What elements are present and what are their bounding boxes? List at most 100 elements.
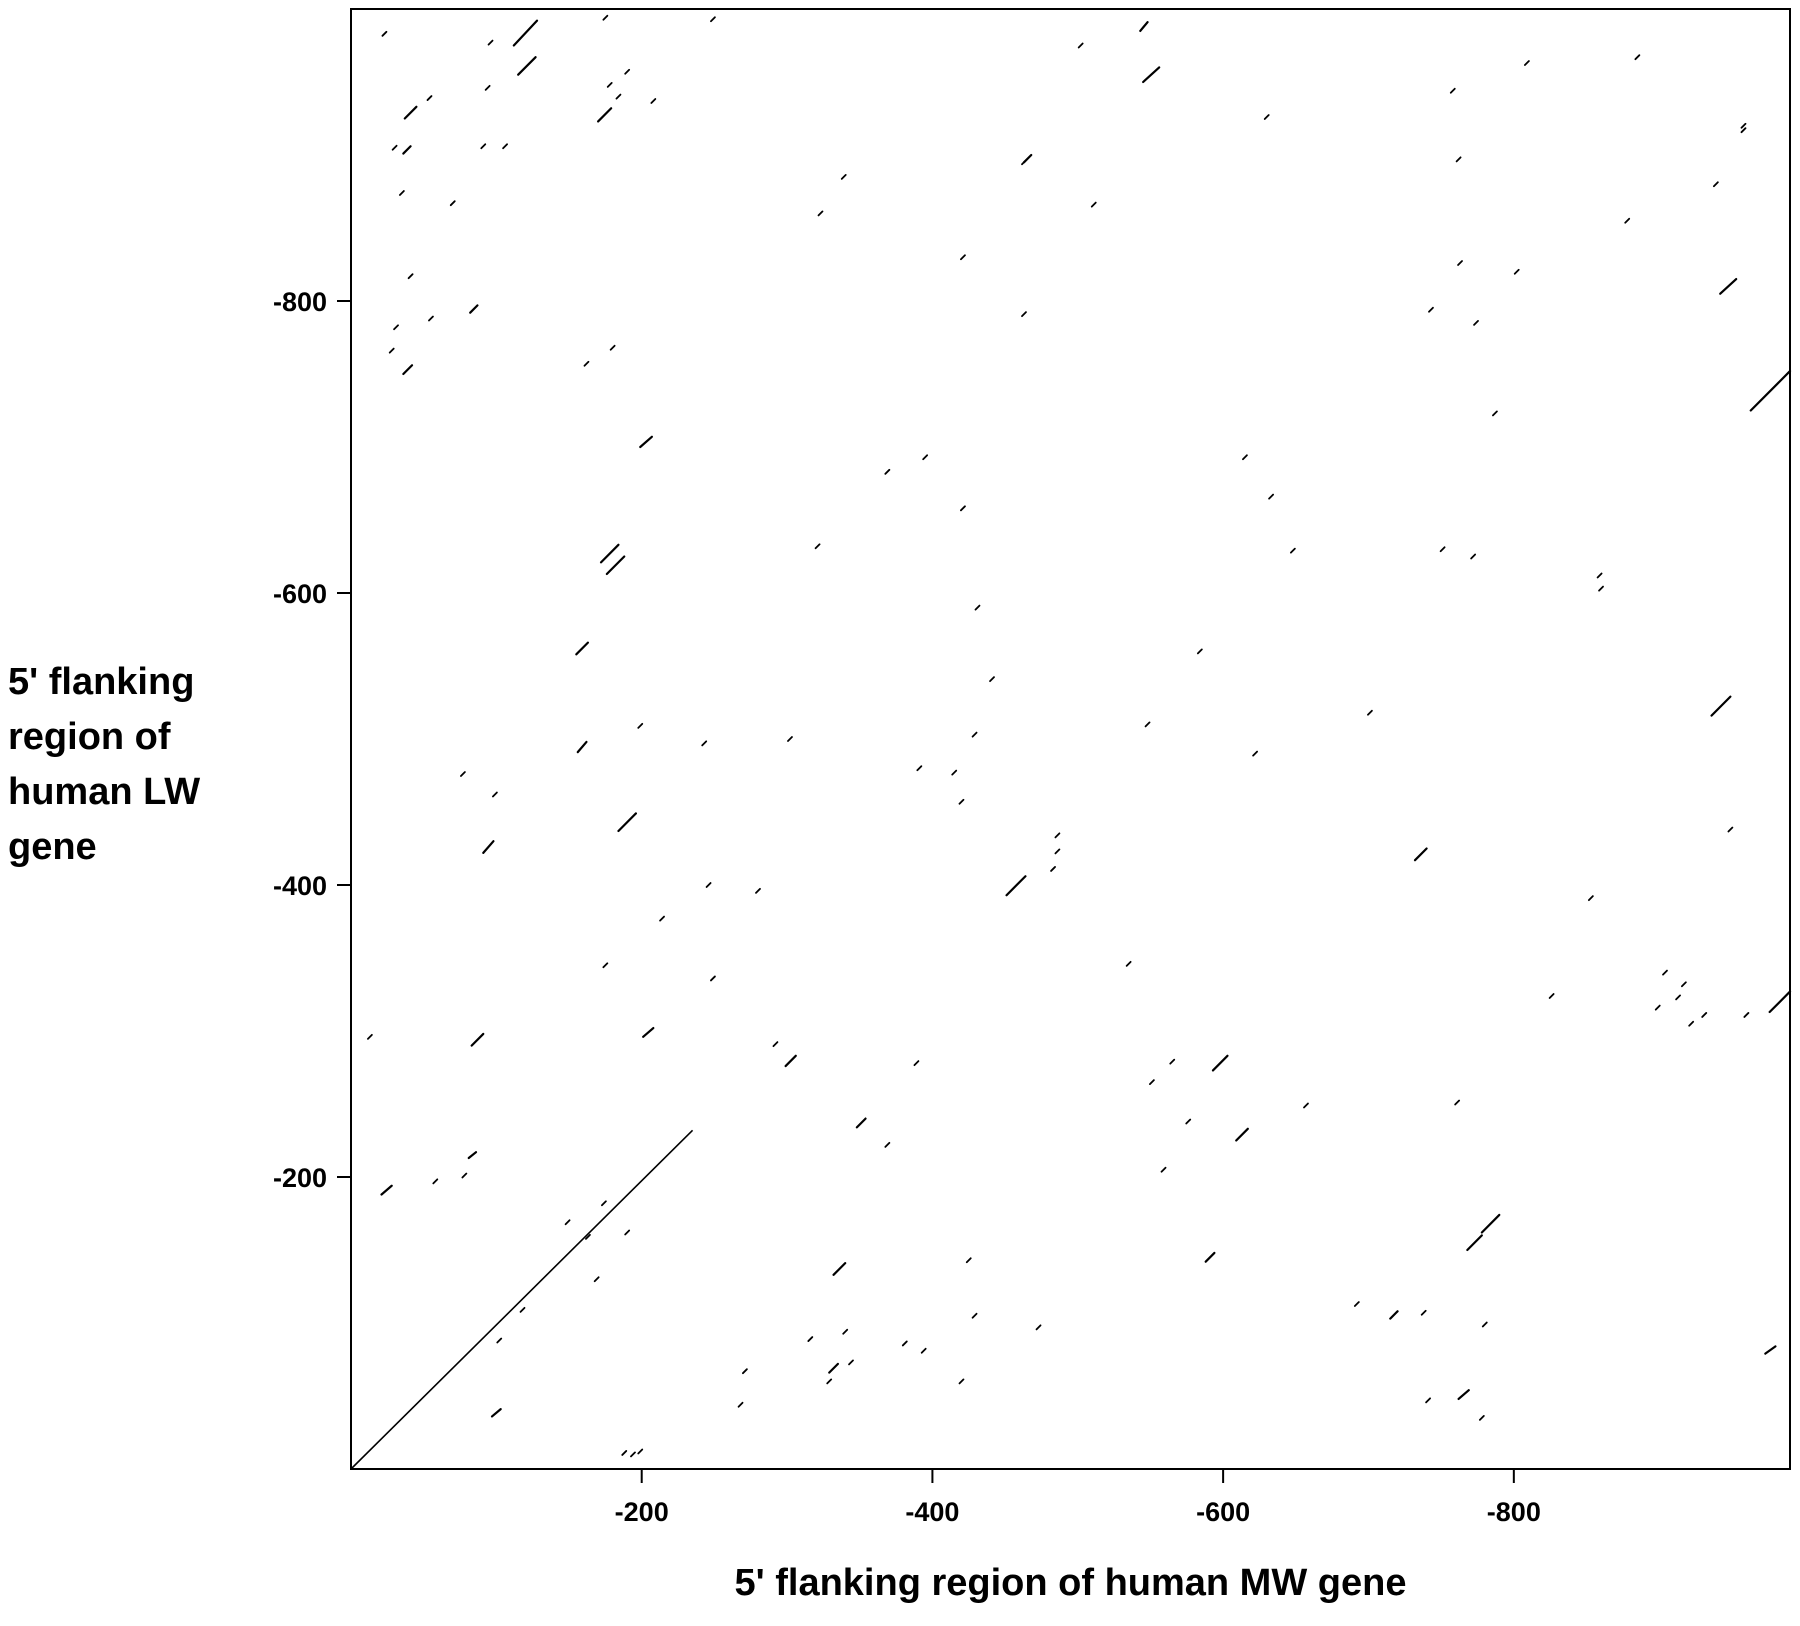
- match-dot: [1425, 1397, 1431, 1404]
- x-tick-label: -800: [1487, 1497, 1541, 1527]
- match-dot: [502, 143, 508, 150]
- match-dot: [496, 1337, 503, 1344]
- match-dot: [826, 1378, 833, 1385]
- match-dot: [742, 1368, 748, 1375]
- match-dot: [848, 1359, 854, 1366]
- match-dot: [1727, 826, 1734, 833]
- match-dot: [1160, 1166, 1167, 1173]
- match-dot: [659, 915, 665, 922]
- match-dot: [1449, 87, 1456, 94]
- match-dot: [901, 1340, 908, 1347]
- match-dot: [585, 1233, 591, 1240]
- match-dot: [650, 98, 657, 104]
- match-segment: [1749, 369, 1792, 412]
- match-dot: [602, 962, 609, 969]
- match-dot: [884, 1141, 891, 1148]
- match-dot: [971, 1312, 978, 1319]
- match-dot: [1470, 553, 1477, 560]
- match-segment: [380, 1184, 393, 1196]
- match-segment: [490, 1408, 502, 1418]
- match-dot: [1675, 994, 1681, 1001]
- match-dot: [913, 1060, 920, 1067]
- x-tick-label: -400: [905, 1497, 959, 1527]
- match-dot: [1492, 410, 1498, 417]
- match-dot: [449, 200, 456, 207]
- match-segment: [1768, 990, 1792, 1014]
- y-axis-label: 5' flanking region of human LW gene: [8, 655, 238, 875]
- match-dot: [705, 882, 712, 888]
- match-segment: [1457, 1389, 1470, 1401]
- match-segment: [402, 145, 412, 155]
- match-dot: [1680, 981, 1687, 988]
- match-segment: [402, 364, 414, 376]
- y-axis-label-line: gene: [8, 826, 97, 868]
- match-dot: [602, 14, 609, 21]
- match-dot: [432, 1178, 439, 1185]
- match-segment: [639, 435, 653, 449]
- match-segment: [517, 56, 537, 76]
- y-axis-label-line: 5' flanking: [8, 661, 195, 703]
- y-tick-label: -600: [273, 579, 327, 609]
- match-dot: [1587, 895, 1594, 902]
- match-dot: [1513, 268, 1520, 275]
- match-segment: [1139, 21, 1149, 32]
- match-dot: [1548, 993, 1555, 999]
- match-segment: [597, 107, 613, 123]
- match-dot: [398, 190, 405, 196]
- match-dot: [1598, 585, 1604, 592]
- match-dot: [1481, 1321, 1488, 1328]
- match-dot: [583, 360, 590, 367]
- match-segment: [403, 105, 418, 120]
- match-dot: [807, 1336, 814, 1342]
- x-tick-label: -600: [1196, 1497, 1250, 1527]
- match-segment: [855, 1117, 867, 1129]
- match-dot: [1701, 1012, 1708, 1018]
- match-dot: [1478, 1415, 1485, 1421]
- match-segment: [467, 1151, 478, 1160]
- match-dot: [624, 68, 631, 75]
- match-dot: [916, 765, 923, 772]
- match-dot: [1021, 159, 1027, 166]
- match-dot: [817, 210, 824, 217]
- match-segment: [784, 1054, 797, 1068]
- y-tick-label: -200: [273, 1163, 327, 1193]
- match-segment: [1389, 1310, 1399, 1320]
- match-dot: [381, 30, 388, 37]
- match-dot: [971, 731, 978, 738]
- match-dot: [609, 344, 616, 351]
- match-segment: [1764, 1345, 1777, 1355]
- match-segment: [617, 812, 637, 833]
- match-dot: [1148, 1079, 1155, 1085]
- x-axis-label: 5' flanking region of human MW gene: [734, 1562, 1407, 1604]
- match-dot: [1077, 42, 1084, 49]
- main-diagonal-line: [350, 1129, 694, 1470]
- match-dot: [1353, 1301, 1360, 1307]
- match-dot: [393, 324, 399, 331]
- match-dot: [1050, 866, 1056, 872]
- match-dot: [460, 771, 466, 777]
- match-dot: [1428, 306, 1434, 313]
- match-dot: [1303, 1102, 1309, 1109]
- match-dot: [958, 798, 965, 805]
- match-dot: [1712, 181, 1719, 188]
- match-dot: [1144, 721, 1151, 728]
- match-dot: [1169, 1058, 1176, 1065]
- match-dot: [615, 93, 622, 100]
- match-dot: [480, 143, 487, 150]
- match-dot: [491, 791, 498, 798]
- match-segment: [1413, 847, 1428, 862]
- match-dot: [593, 1276, 600, 1283]
- match-dot: [951, 769, 958, 776]
- match-dot: [484, 84, 491, 91]
- match-dot: [1268, 493, 1274, 500]
- y-tick-label: -400: [273, 871, 327, 901]
- match-segment: [1005, 875, 1027, 897]
- match-dot: [388, 347, 395, 354]
- match-segment: [605, 555, 626, 576]
- match-dot: [974, 604, 981, 611]
- match-dot: [1524, 60, 1530, 66]
- match-dot: [1185, 1118, 1192, 1125]
- y-axis-label-line: human LW: [8, 771, 201, 813]
